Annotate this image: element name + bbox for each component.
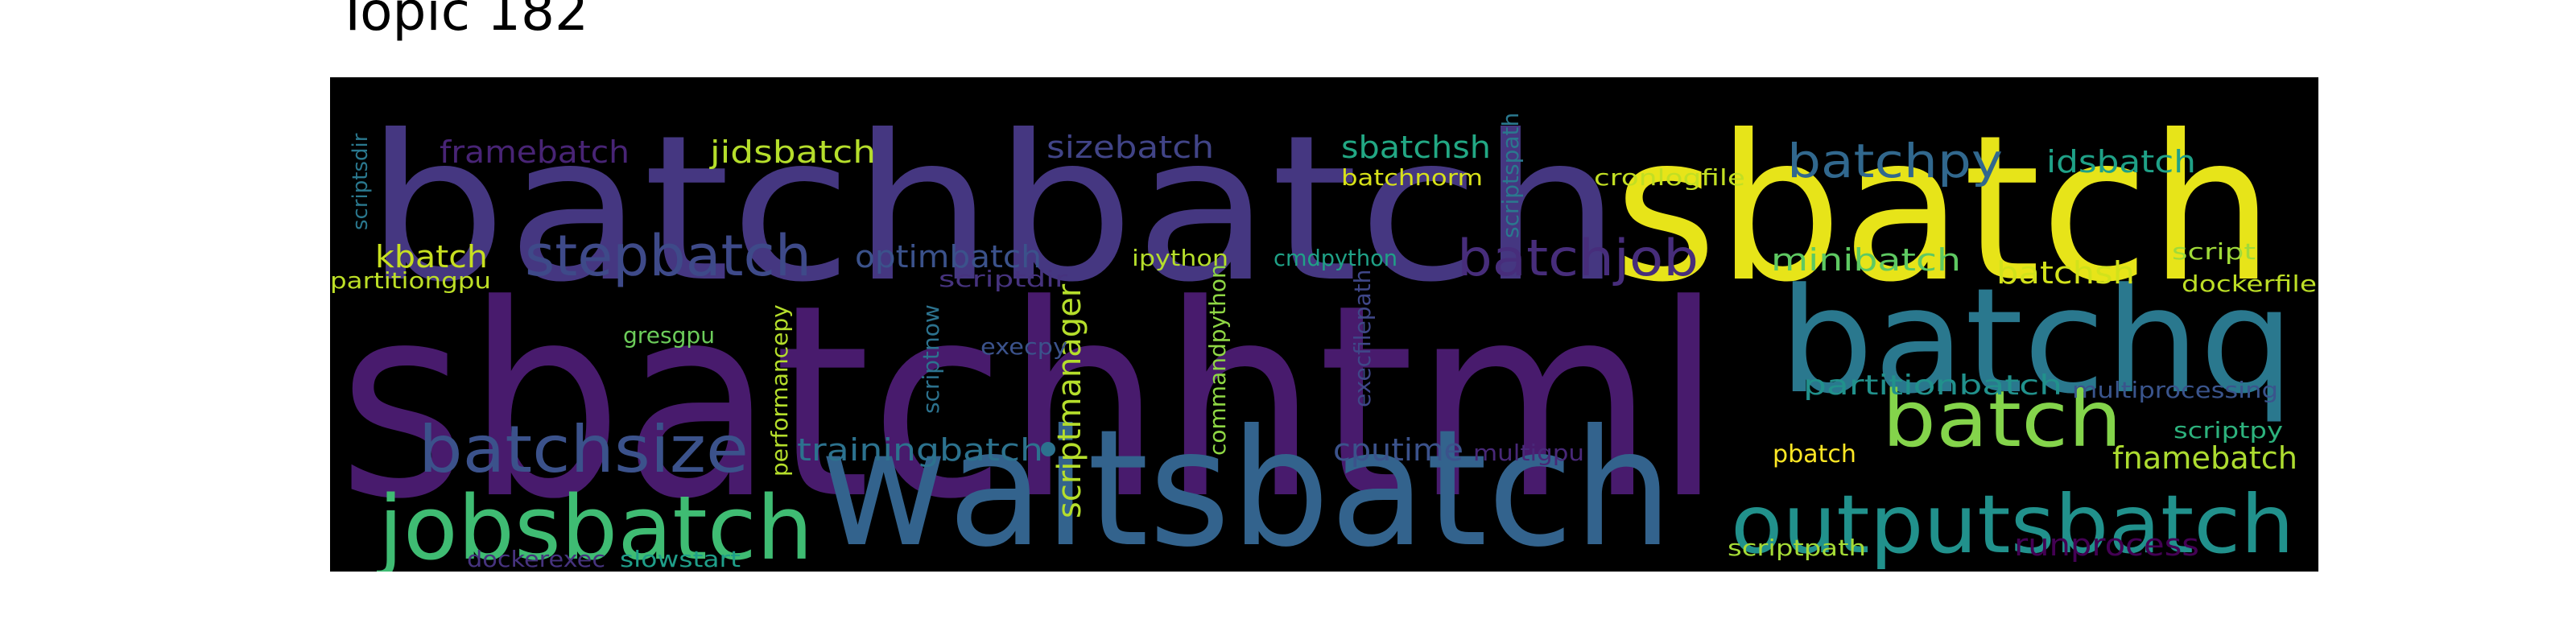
word-dockerfile: dockerfile (2182, 270, 2317, 297)
page-title: Topic 182 (336, 0, 588, 43)
word-scriptpath: scriptpath (1728, 535, 1866, 561)
word-batchjob: batchjob (1457, 229, 1699, 287)
word-slowstart: slowstart (620, 546, 741, 572)
word-cloud-panel: sbatchhtml batchbatch sbatch waitsbatch batc… (330, 77, 2318, 572)
word-minibatch: minibatch (1771, 242, 1961, 278)
word-scriptsdir: scriptsdir (349, 133, 373, 230)
word-script: script (2172, 238, 2256, 265)
word-scriptdir: scriptdir (939, 266, 1068, 292)
word-jidsbatch: jidsbatch (709, 134, 876, 170)
word-batchsize: batchsize (419, 412, 749, 487)
word-sizebatch: sizebatch (1046, 130, 1214, 165)
word-batchpy: batchpy (1787, 134, 2003, 188)
word-outputsbatch: outputsbatch (1731, 477, 2294, 572)
word-ipython: ipython (1132, 245, 1228, 271)
word-framebatch: framebatch (440, 134, 630, 170)
word-partitionbatch: partitionbatch (1803, 369, 2062, 402)
word-batch: batch (1882, 374, 2122, 464)
word-multiprocessing: multiprocessing (2072, 377, 2278, 403)
word-pbatch: pbatch (1773, 440, 1856, 469)
word-batchnorm: batchnorm (1341, 164, 1483, 191)
word-optimbatch: optimbatch (855, 239, 1042, 275)
word-waitsbatch: waitsbatch (819, 395, 1673, 572)
word-sbatchsh: sbatchsh (1341, 130, 1491, 165)
word-jobsbatch: jobsbatch (377, 477, 813, 572)
word-cmdpython: cmdpython (1274, 245, 1397, 271)
word-batchsh: batchsh (1996, 255, 2135, 291)
word-commandpython: commandpython (1204, 264, 1231, 456)
word-idsbatch: idsbatch (2046, 144, 2196, 180)
word-runprocess: runprocess (2014, 527, 2199, 563)
word-cputime: cputime (1333, 432, 1463, 468)
word-execpy: execpy (980, 333, 1067, 360)
word-scriptspath: scriptspath (1497, 113, 1524, 238)
word-performancepy: performancepy (766, 304, 793, 477)
word-batchq: batchq (1779, 258, 2294, 426)
word-gresgpu: gresgpu (623, 322, 715, 349)
word-scriptnow: scriptnow (918, 304, 944, 414)
word-kbatch: kbatch (375, 239, 488, 275)
word-scriptmanager: scriptmanager (1051, 283, 1088, 518)
word-batchbatch: batchbatch (365, 92, 1621, 326)
word-partitiongpu: partitiongpu (330, 267, 491, 294)
word-scriptpy: scriptpy (2174, 417, 2283, 444)
word-trainingbatch: trainingbatch (797, 432, 1043, 468)
word-fnamebatch: fnamebatch (2112, 440, 2297, 476)
word-execfilepath: execfilepath (1349, 270, 1376, 407)
word-sbatchhtml: sbatchhtml (338, 248, 1723, 557)
word-multigpu: multigpu (1473, 440, 1584, 466)
word-dockerexec: dockerexec (467, 546, 605, 572)
word-stepbatch: stepbatch (525, 223, 811, 289)
word-sbatch: sbatch (1614, 92, 2274, 326)
decorative-dot (1041, 442, 1055, 456)
word-cronlogfile: cronlogfile (1594, 164, 1745, 191)
